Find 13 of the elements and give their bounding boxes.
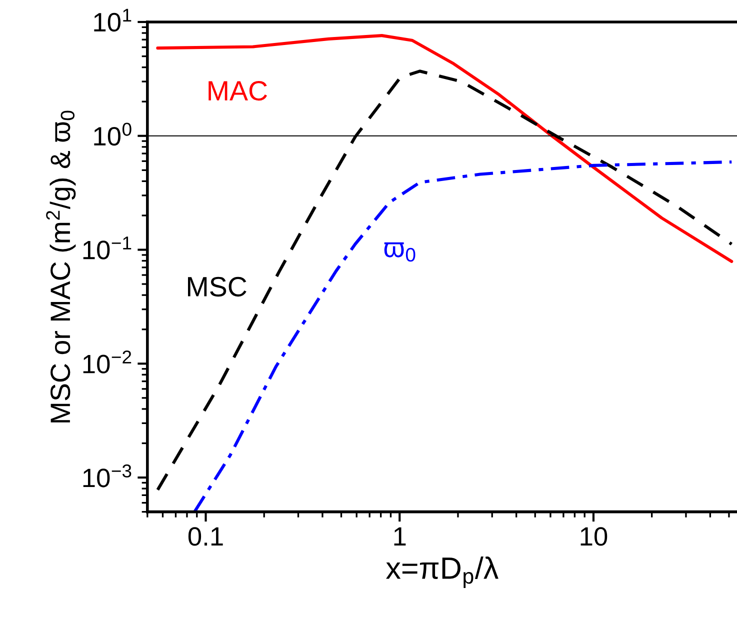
y-tick-label: 10$^{−2}$ (83, 350, 132, 374)
series-label: ϖ$_{0}$ (384, 242, 416, 262)
series-label: MAC (208, 80, 268, 101)
y-tick-label: 10$^{−3}$ (83, 464, 132, 488)
y-tick-label: 10$^{−1}$ (83, 236, 132, 260)
y-tick-label: 10$^{1}$ (94, 8, 132, 32)
y-tick-label: 10$^{0}$ (94, 122, 132, 146)
x-axis-title: x=πD$_{p}$/λ (386, 556, 498, 588)
y-axis-title: MSC or MAC (m$^{2}$/g) & ϖ$_{0}$ (46, 110, 76, 422)
x-tick-label: 0.1 (188, 527, 223, 546)
x-tick-label: 10 (580, 527, 608, 546)
x-tick-label: 1 (394, 527, 406, 546)
series-label: MSC (188, 276, 246, 297)
